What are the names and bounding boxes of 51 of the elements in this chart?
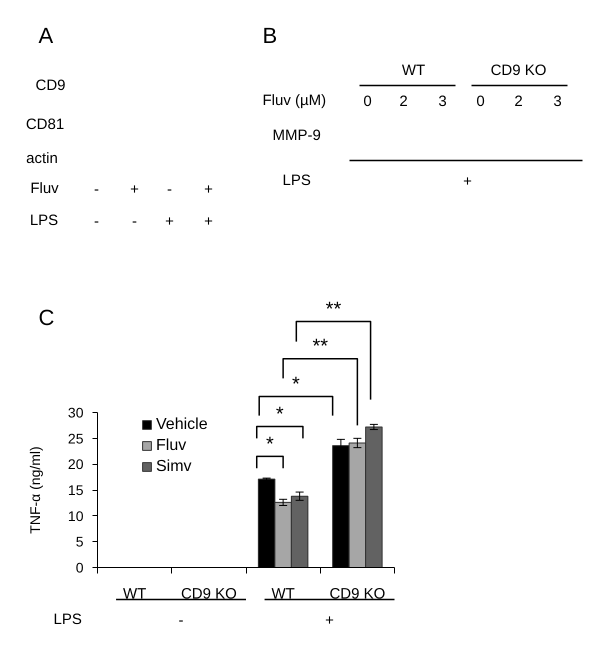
text: CD9 KO: [490, 62, 546, 79]
y-axis-title: TNF-α (ng/ml): [26, 446, 43, 534]
annotation: *: [266, 433, 274, 456]
text: WT: [402, 62, 426, 79]
text: LPS: [30, 212, 58, 229]
text: A: [38, 23, 54, 48]
text: +: [130, 181, 140, 198]
legend-label: Fluv: [156, 436, 186, 456]
text: *: [292, 374, 300, 396]
text: 2: [399, 93, 408, 110]
text: LPS: [282, 172, 311, 189]
legend-label: Simv: [156, 456, 192, 476]
y-tick-label: 10: [68, 508, 84, 524]
x-tick-label: WT: [271, 586, 295, 602]
text: MMP-9: [272, 127, 321, 144]
text: CD81: [26, 116, 64, 133]
y-tick-label: 0: [76, 560, 84, 576]
legend-label: Vehicle: [156, 414, 208, 434]
y-tick-label: 25: [68, 430, 84, 446]
text: -: [167, 181, 172, 198]
text: +: [325, 612, 334, 629]
text: -: [178, 612, 184, 629]
text: 2: [514, 93, 523, 110]
text: LPS: [54, 611, 82, 628]
annotation: *: [276, 403, 284, 426]
text: B: [262, 23, 278, 48]
text: +: [165, 213, 174, 230]
x-tick-label: WT: [122, 586, 146, 602]
text: CD9: [35, 77, 66, 94]
text: **: [326, 298, 342, 321]
y-tick-label: 30: [68, 404, 84, 420]
text: -: [94, 181, 99, 198]
y-tick-label: 20: [68, 456, 84, 472]
text: -: [132, 213, 137, 230]
y-tick-label: 5: [76, 534, 84, 550]
text: +: [463, 173, 472, 190]
text: actin: [26, 150, 58, 167]
text: 3: [438, 93, 447, 110]
y-tick-label: 15: [68, 482, 84, 498]
chart-title: C: [38, 305, 54, 330]
text: Fluv (µM): [262, 92, 326, 109]
text: +: [204, 181, 214, 198]
x-tick-label: CD9 KO: [329, 586, 386, 602]
text: +: [204, 213, 214, 230]
text: 0: [363, 93, 372, 110]
text: Fluv: [30, 180, 60, 197]
text: 0: [476, 93, 485, 110]
x-tick-label: CD9 KO: [180, 586, 237, 602]
text: -: [94, 213, 99, 230]
text: **: [312, 336, 328, 358]
text: 3: [553, 93, 562, 110]
